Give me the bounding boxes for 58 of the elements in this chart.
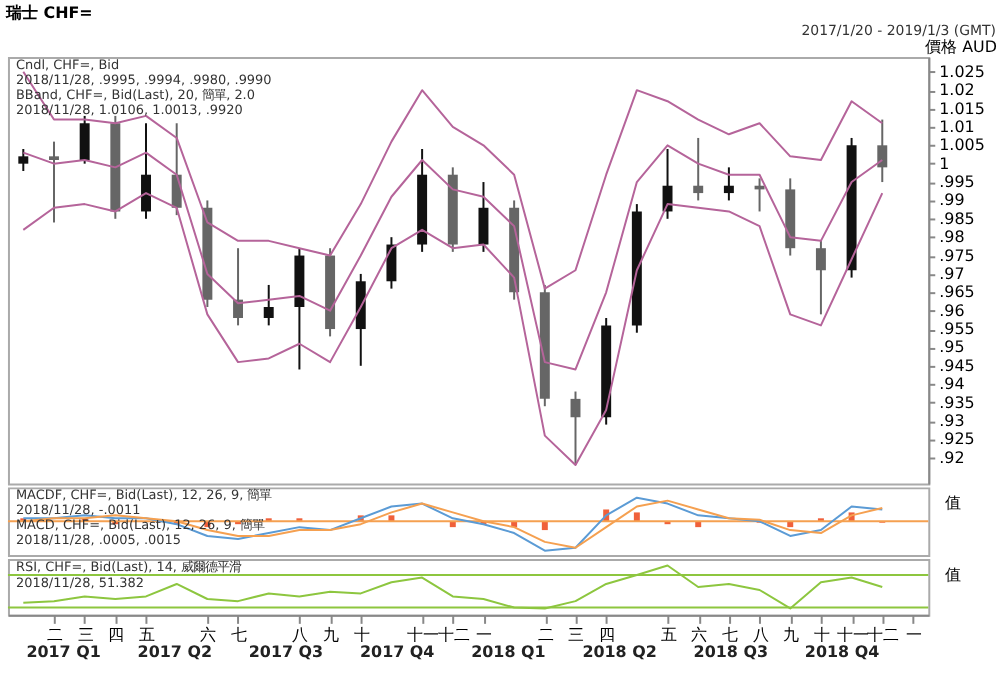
text: 2018 Q1 [471,642,546,661]
y-tick-label: .965 [939,283,975,302]
text: 2017 Q3 [248,642,324,661]
y-tick-label: 1.015 [939,99,985,118]
x-tick-label: 八 [752,625,769,644]
x-tick-label: 一 [476,625,493,644]
x-tick-label: 五 [660,625,677,644]
y-tick-label: .92 [939,448,965,467]
x-tick-label: 九 [783,625,800,644]
y-tick-label: .97 [939,264,965,283]
x-tick-label: 十二 [437,625,470,644]
text: 2018 Q4 [804,642,881,661]
chart-title: 瑞士 CHF= [3,4,93,23]
y-tick-label: .95 [939,338,965,357]
x-tick-label: 二 [46,625,63,644]
y-tick-label: .94 [939,375,965,394]
text: 2018 Q3 [693,642,768,661]
y-tick-label: .935 [939,393,975,412]
x-tick-label: 三 [568,625,585,644]
y-tick-label: 1.02 [939,81,975,100]
x-tick-label: 六 [691,625,708,644]
x-tick-label: 一 [905,625,922,644]
text: 2017 Q4 [359,642,436,661]
y-tick-label: .995 [939,173,975,192]
text: 2018 Q2 [582,642,657,661]
x-tick-label: 二 [537,625,554,644]
y-axis-title: 值 [945,566,962,585]
y-tick-label: .985 [939,209,975,228]
y-tick-label: .96 [939,301,965,320]
x-tick-label: 九 [323,625,340,644]
y-tick-label: .93 [939,411,965,430]
y-tick-label: .98 [939,228,965,247]
x-tick-label: 八 [292,625,309,644]
y-tick-label: .945 [939,356,975,375]
y-axis-title: 價格 AUD [925,38,998,57]
y-tick-label: 1.01 [939,117,975,136]
x-tick-label: 四 [108,625,125,644]
y-tick-label: .99 [939,191,965,210]
x-tick-label: 三 [77,625,94,644]
y-tick-label: .975 [939,246,975,265]
x-tick-label: 十一 [836,625,869,644]
x-tick-label: 十二 [867,625,900,644]
x-tick-label: 十一 [407,625,440,644]
x-tick-label: 七 [721,625,738,644]
y-tick-label: .955 [939,320,975,339]
x-tick-label: 五 [139,625,156,644]
y-tick-label: 1 [939,154,950,173]
text: 2017 Q1 [26,642,101,661]
x-tick-label: 十 [353,625,370,644]
y-tick-label: .925 [939,430,975,449]
y-tick-label: 1.005 [939,136,985,155]
y-tick-label: 1.025 [939,62,985,81]
x-tick-label: 六 [200,625,217,644]
text: 2017 Q2 [137,642,212,661]
x-tick-label: 七 [231,625,248,644]
x-tick-label: 四 [599,625,616,644]
x-tick-label: 十 [813,625,830,644]
y-axis-title: 值 [945,494,962,513]
